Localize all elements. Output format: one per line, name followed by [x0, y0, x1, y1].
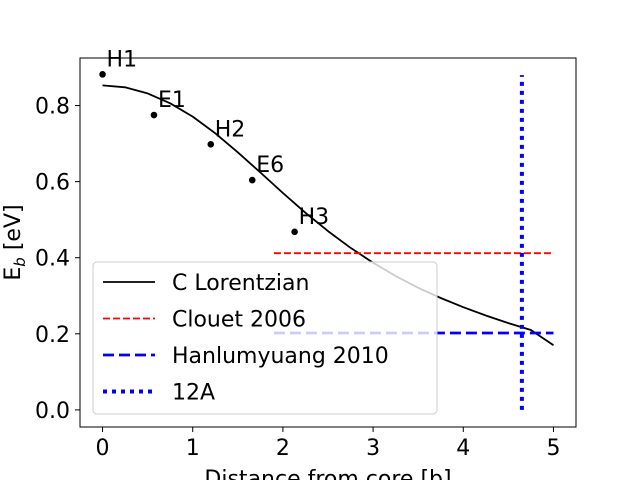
x-tick-label: 3: [366, 436, 380, 461]
y-tick-label: 0.2: [35, 323, 70, 348]
data-point-e1: [150, 111, 158, 119]
data-point-h1: [99, 71, 106, 78]
point-label-h1: H1: [107, 47, 138, 72]
legend-label-0: C Lorentzian: [172, 271, 309, 296]
x-axis-label: Distance from core [b]: [204, 467, 451, 480]
point-label-h2: H2: [215, 117, 246, 142]
legend: C Lorentzian Clouet 2006 Hanlumyuang 2010 1…: [92, 261, 438, 415]
legend-label-2: Hanlumyuang 2010: [172, 344, 389, 369]
legend-label-1: Clouet 2006: [172, 308, 306, 333]
x-tick-label: 4: [456, 436, 470, 461]
y-tick-label: 0.4: [35, 247, 70, 272]
y-axis-label: Eb [eV]: [1, 204, 29, 280]
y-tick-label: 0.0: [35, 399, 70, 424]
series-layer: [102, 75, 555, 410]
x-tick-label: 0: [96, 436, 110, 461]
point-label-h3: H3: [299, 205, 330, 230]
axes-frame: [79, 57, 577, 428]
axis-ticks: 0 1 2 3 4 5 0.0 0.2 0.4 0.6 0.8: [35, 95, 560, 461]
y-tick-label: 0.8: [35, 95, 70, 120]
x-tick-label: 5: [546, 436, 560, 461]
data-point-h3: [291, 228, 298, 236]
series-line-0: [102, 84, 555, 346]
point-label-e6: E6: [256, 153, 284, 178]
y-tick-label: 0.6: [35, 171, 70, 196]
data-point-h2: [207, 141, 215, 148]
x-tick-label: 1: [186, 436, 200, 461]
point-label-e1: E1: [158, 88, 186, 113]
legend-label-3: 12A: [172, 381, 215, 406]
data-points: H1 E1 H2 E6 H3: [99, 47, 330, 236]
x-tick-label: 2: [276, 436, 290, 461]
data-point-e6: [248, 176, 256, 184]
legend-box: [92, 261, 438, 415]
